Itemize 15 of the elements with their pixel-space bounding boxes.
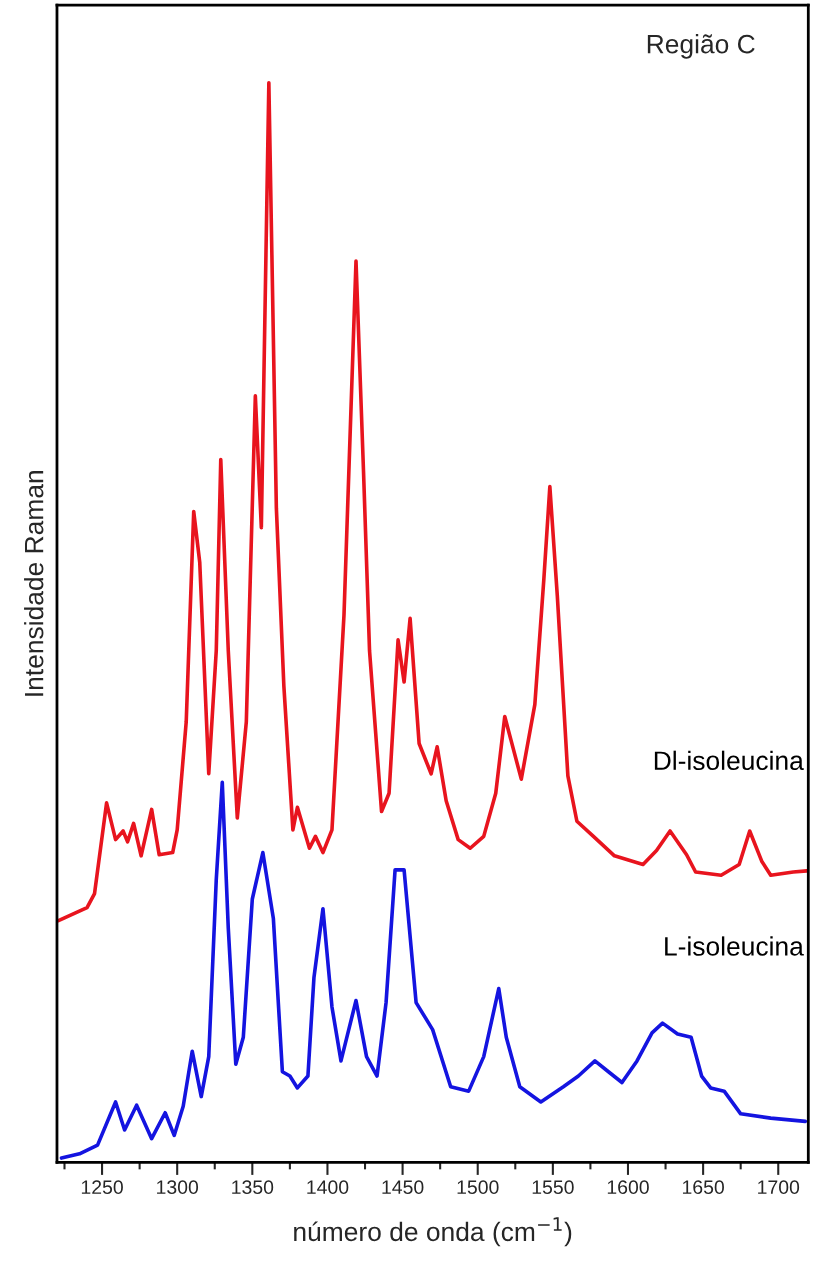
text: Região C <box>647 34 755 59</box>
x-axis-title: número de onda (cm$^{−1}$) <box>294 1217 572 1247</box>
text: L-isoleucina <box>665 936 804 956</box>
x-tick-label: 1400 <box>307 1180 349 1195</box>
x-tick-label: 1550 <box>532 1180 574 1195</box>
x-tick-label: 1500 <box>457 1180 499 1195</box>
x-tick-label: 1300 <box>157 1180 199 1195</box>
y-axis-title: Intensidade Raman <box>24 471 44 696</box>
x-tick-label: 1450 <box>382 1180 424 1195</box>
x-tick-label: 1350 <box>232 1180 274 1195</box>
text: Dl-isoleucina <box>654 750 804 771</box>
x-tick-label: 1650 <box>682 1180 724 1195</box>
x-tick-label: 1700 <box>758 1180 800 1195</box>
x-tick-label: 1250 <box>81 1180 123 1195</box>
x-tick-label: 1600 <box>607 1180 649 1195</box>
